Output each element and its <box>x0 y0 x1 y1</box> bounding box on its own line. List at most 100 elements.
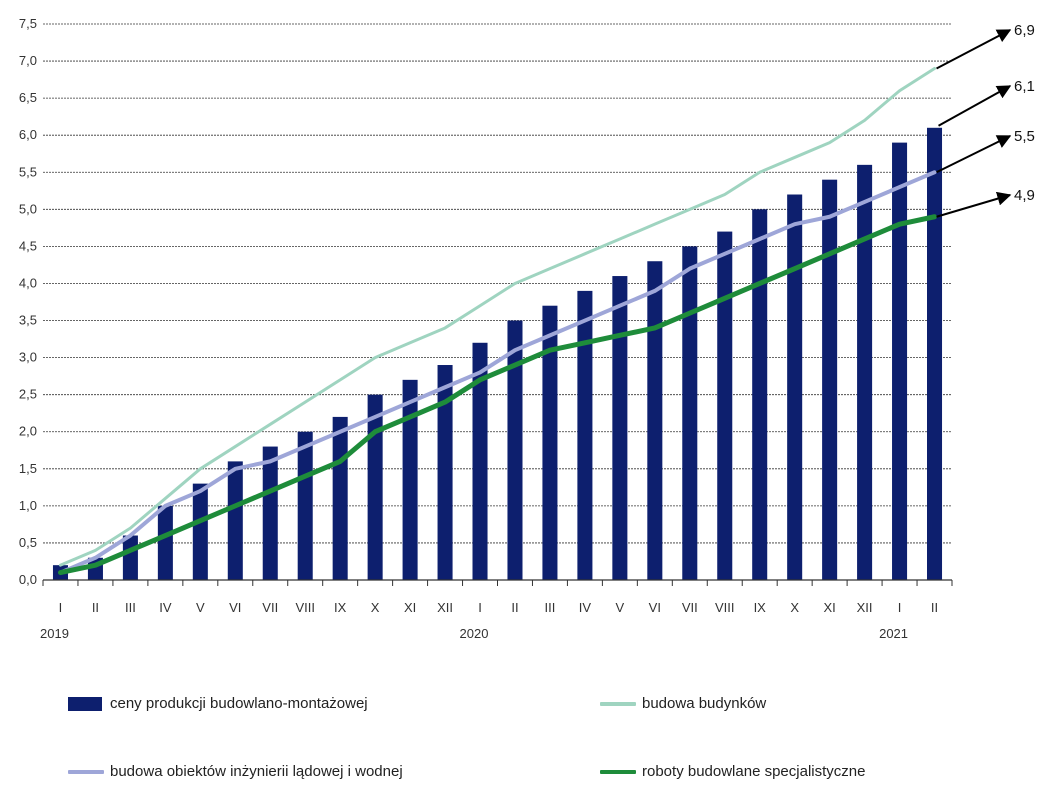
bar <box>157 505 173 580</box>
x-tick-label: II <box>92 600 99 615</box>
y-tick-label: 2,0 <box>19 424 37 439</box>
bar <box>857 164 873 580</box>
bar <box>892 142 908 580</box>
legend-swatch-bar <box>68 696 102 711</box>
legend-item-ceny: ceny produkcji budowlano-montażowej <box>68 695 368 712</box>
bar <box>122 535 138 580</box>
bar <box>367 394 383 580</box>
x-tick-label: IX <box>754 600 767 615</box>
end-label-arrow <box>936 191 1012 218</box>
end-label-arrow <box>936 135 1012 174</box>
x-tick-label: XII <box>437 600 453 615</box>
end-label: 6,9 <box>1014 22 1035 39</box>
x-axis: I II III IV V VI VII VIII IX X XI XII I II III IV V VI VII… <box>40 579 953 641</box>
x-tick-label: VIII <box>295 600 315 615</box>
bar <box>262 446 278 580</box>
bar <box>227 461 243 580</box>
legend-swatch-line <box>68 769 104 774</box>
bar <box>927 127 943 580</box>
bar <box>717 231 733 580</box>
x-tick-label: VII <box>262 600 278 615</box>
x-tick-label: VI <box>229 600 241 615</box>
y-tick-label: 0,5 <box>19 535 37 550</box>
x-tick-label: I <box>478 600 482 615</box>
x-tick-label: X <box>790 600 799 615</box>
y-tick-label: 1,5 <box>19 461 37 476</box>
series-line <box>58 66 937 567</box>
x-tick-label: VII <box>682 600 698 615</box>
bar <box>787 194 803 581</box>
x-tick-label: VI <box>649 600 661 615</box>
bar <box>752 209 768 581</box>
x-tick-label: V <box>196 600 205 615</box>
y-tick-label: 6,0 <box>19 127 37 142</box>
y-tick-label: 2,5 <box>19 387 37 402</box>
y-tick-label: 5,0 <box>19 201 37 216</box>
bar <box>332 416 348 580</box>
x-year-label: 2021 <box>879 626 908 641</box>
y-tick-label: 0,0 <box>19 572 37 587</box>
y-tick-label: 1,0 <box>19 498 37 513</box>
x-tick-label: IV <box>159 600 172 615</box>
legend-label: roboty budowlane specjalistyczne <box>642 763 866 780</box>
bar <box>577 290 593 580</box>
x-year-label: 2019 <box>40 626 69 641</box>
end-label: 4,9 <box>1014 187 1035 204</box>
bar <box>507 320 523 580</box>
series-line <box>58 170 937 575</box>
bar <box>402 379 418 580</box>
bar <box>822 179 838 580</box>
end-label: 6,1 <box>1014 78 1035 95</box>
x-tick-label: VIII <box>715 600 735 615</box>
y-tick-label: 4,0 <box>19 275 37 290</box>
y-tick-label: 3,0 <box>19 350 37 365</box>
end-label-arrow <box>936 29 1012 70</box>
y-tick-label: 7,5 <box>19 16 37 31</box>
legend-swatch-line <box>600 769 636 774</box>
bar <box>542 305 558 580</box>
x-tick-label: IX <box>334 600 347 615</box>
legend-item-inzynieria: budowa obiektów inżynierii lądowej i wod… <box>68 763 403 780</box>
x-tick-label: I <box>898 600 902 615</box>
gridlines <box>43 23 952 544</box>
x-tick-label: II <box>511 600 518 615</box>
x-tick-label: XI <box>404 600 416 615</box>
bar-series <box>52 127 943 581</box>
x-tick-label: X <box>371 600 380 615</box>
bar <box>192 483 208 580</box>
y-tick-label: 4,5 <box>19 238 37 253</box>
x-tick-label: XII <box>857 600 873 615</box>
legend: ceny produkcji budowlano-montażowej budo… <box>0 680 1040 787</box>
series-line <box>57 214 938 576</box>
bar <box>647 261 663 580</box>
x-tick-label: IV <box>579 600 592 615</box>
y-tick-label: 5,5 <box>19 164 37 179</box>
y-tick-label: 6,5 <box>19 90 37 105</box>
line-series <box>57 66 938 576</box>
end-labels: 6,9 6,1 5,5 4,9 <box>936 22 1035 218</box>
chart: 0,0 0,5 1,0 1,5 2,0 2,5 3,0 3,5 4,0 4,5 5,0 5,5 6,0 6… <box>19 16 1035 641</box>
legend-item-budynki: budowa budynków <box>600 695 766 712</box>
y-tick-label: 3,5 <box>19 313 37 328</box>
x-tick-label: III <box>545 600 556 615</box>
y-axis-ticks: 0,0 0,5 1,0 1,5 2,0 2,5 3,0 3,5 4,0 4,5 5,0 5,5 6,0 6… <box>19 16 37 587</box>
legend-label: budowa obiektów inżynierii lądowej i wod… <box>110 763 403 780</box>
x-tick-label: I <box>59 600 63 615</box>
bar <box>437 365 453 580</box>
x-tick-label: V <box>616 600 625 615</box>
bar <box>682 246 698 580</box>
bar <box>472 342 488 580</box>
x-tick-label: II <box>931 600 938 615</box>
x-tick-label: XI <box>823 600 835 615</box>
end-label-arrow <box>938 85 1012 127</box>
legend-label: ceny produkcji budowlano-montażowej <box>110 695 368 712</box>
x-year-label: 2020 <box>460 626 489 641</box>
legend-item-specjalistyczne: roboty budowlane specjalistyczne <box>600 763 865 780</box>
bar <box>297 431 313 580</box>
legend-label: budowa budynków <box>642 695 767 712</box>
bar <box>612 276 628 580</box>
x-tick-label: III <box>125 600 136 615</box>
legend-swatch-line <box>600 701 636 706</box>
end-label: 5,5 <box>1014 128 1035 145</box>
y-tick-label: 7,0 <box>19 53 37 68</box>
